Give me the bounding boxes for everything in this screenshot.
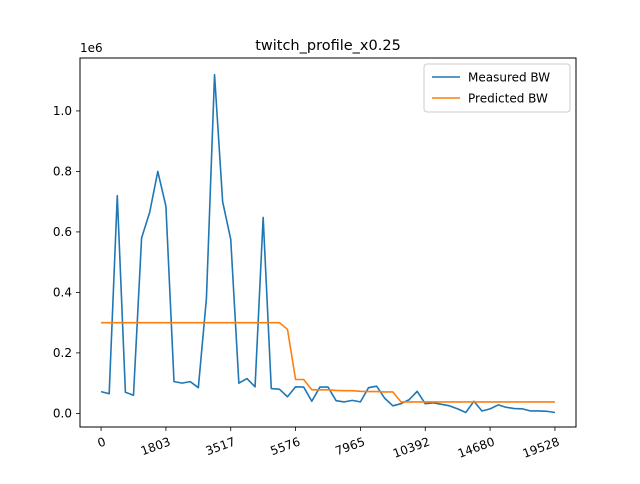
series-line-measured-bw (100, 73, 556, 414)
y-tick-label: 1.0 (53, 104, 72, 118)
plot-area (100, 73, 556, 414)
x-tick-label: 0 (96, 435, 108, 451)
legend: Measured BW Predicted BW (423, 63, 571, 113)
y-tick-label: 0.8 (53, 164, 72, 178)
y-tick-label: 0.2 (53, 346, 72, 360)
axes-frame (79, 57, 577, 428)
y-tick-label: 0.0 (53, 406, 72, 420)
y-tick-label: 0.6 (53, 225, 72, 239)
chart-title: twitch_profile_x0.25 (255, 38, 401, 54)
legend-label: Measured BW (468, 71, 550, 85)
y-axis: 0.0 0.2 0.4 0.6 0.8 1.0 (53, 104, 80, 420)
y-tick-label: 0.4 (53, 285, 72, 299)
legend-box (423, 63, 571, 113)
series-line-predicted-bw (101, 321, 555, 403)
y-offset-label: 1e6 (80, 41, 103, 55)
legend-label: Predicted BW (468, 92, 548, 106)
